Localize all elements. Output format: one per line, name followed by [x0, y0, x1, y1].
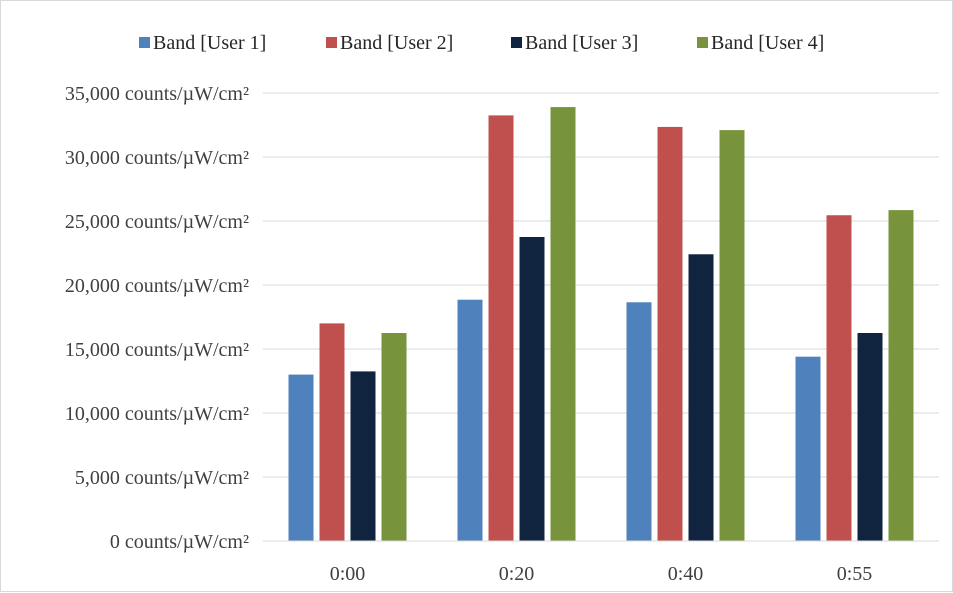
- gridlines: [263, 92, 939, 478]
- bar-4-000: [381, 333, 407, 541]
- y-tick-label: 30,000 counts/µW/cm²: [65, 147, 249, 169]
- bar-2-000: [319, 323, 345, 541]
- bar-4-055: [888, 210, 914, 541]
- legend-swatch: [697, 37, 708, 48]
- y-axis-tick-labels: 0 counts/µW/cm² 5,000 counts/µW/cm² 10,000…: [65, 83, 249, 553]
- bar-2-055: [826, 215, 852, 542]
- bar-4-040: [719, 130, 745, 541]
- y-tick-label: 25,000 counts/µW/cm²: [65, 211, 249, 233]
- x-tick-label: 0:20: [499, 563, 535, 585]
- bar-2-020: [488, 115, 514, 542]
- legend-label: Band [User 4]: [711, 32, 824, 54]
- x-tick-label: 0:00: [330, 563, 366, 585]
- bar-1-040: [626, 302, 652, 541]
- x-axis: 0:00 0:20 0:40 0:55: [263, 540, 939, 585]
- legend-label: Band [User 3]: [525, 32, 638, 54]
- bar-3-040: [688, 254, 714, 541]
- legend-label: Band [User 2]: [340, 32, 453, 54]
- legend-swatch: [511, 37, 522, 48]
- bar-3-000: [350, 371, 376, 541]
- bar-4-020: [550, 107, 576, 541]
- y-tick-label: 20,000 counts/µW/cm²: [65, 275, 249, 297]
- legend: Band [User 1] Band [User 2] Band [User 3] B…: [139, 32, 824, 54]
- legend-swatch: [139, 37, 150, 48]
- bar-3-055: [857, 333, 883, 541]
- y-tick-label: 35,000 counts/µW/cm²: [65, 83, 249, 105]
- y-tick-label: 5,000 counts/µW/cm²: [75, 467, 249, 489]
- y-tick-label: 10,000 counts/µW/cm²: [65, 403, 249, 425]
- y-tick-label: 0 counts/µW/cm²: [110, 531, 249, 553]
- bar-1-055: [795, 356, 821, 541]
- bar-2-040: [657, 126, 683, 542]
- x-tick-label: 0:40: [668, 563, 704, 585]
- bar-1-000: [288, 374, 314, 541]
- y-tick-label: 15,000 counts/µW/cm²: [65, 339, 249, 361]
- bar-3-020: [519, 237, 545, 541]
- legend-swatch: [326, 37, 337, 48]
- bars: [288, 107, 914, 542]
- bar-1-020: [457, 299, 483, 541]
- legend-label: Band [User 1]: [153, 32, 266, 54]
- x-tick-label: 0:55: [837, 563, 873, 585]
